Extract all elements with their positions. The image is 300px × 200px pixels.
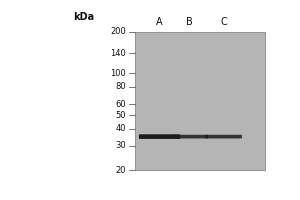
Text: 100: 100 bbox=[110, 69, 126, 78]
Text: A: A bbox=[156, 17, 163, 27]
FancyBboxPatch shape bbox=[205, 135, 242, 138]
Text: 40: 40 bbox=[115, 124, 126, 133]
Text: C: C bbox=[220, 17, 227, 27]
FancyBboxPatch shape bbox=[139, 134, 180, 139]
Text: kDa: kDa bbox=[74, 12, 94, 22]
Text: B: B bbox=[186, 17, 193, 27]
Text: 30: 30 bbox=[115, 141, 126, 150]
Text: 20: 20 bbox=[115, 166, 126, 175]
Text: 60: 60 bbox=[115, 100, 126, 109]
Text: 80: 80 bbox=[115, 82, 126, 91]
Text: 50: 50 bbox=[115, 111, 126, 120]
Text: 140: 140 bbox=[110, 49, 126, 58]
FancyBboxPatch shape bbox=[171, 135, 208, 138]
Text: 200: 200 bbox=[110, 27, 126, 36]
